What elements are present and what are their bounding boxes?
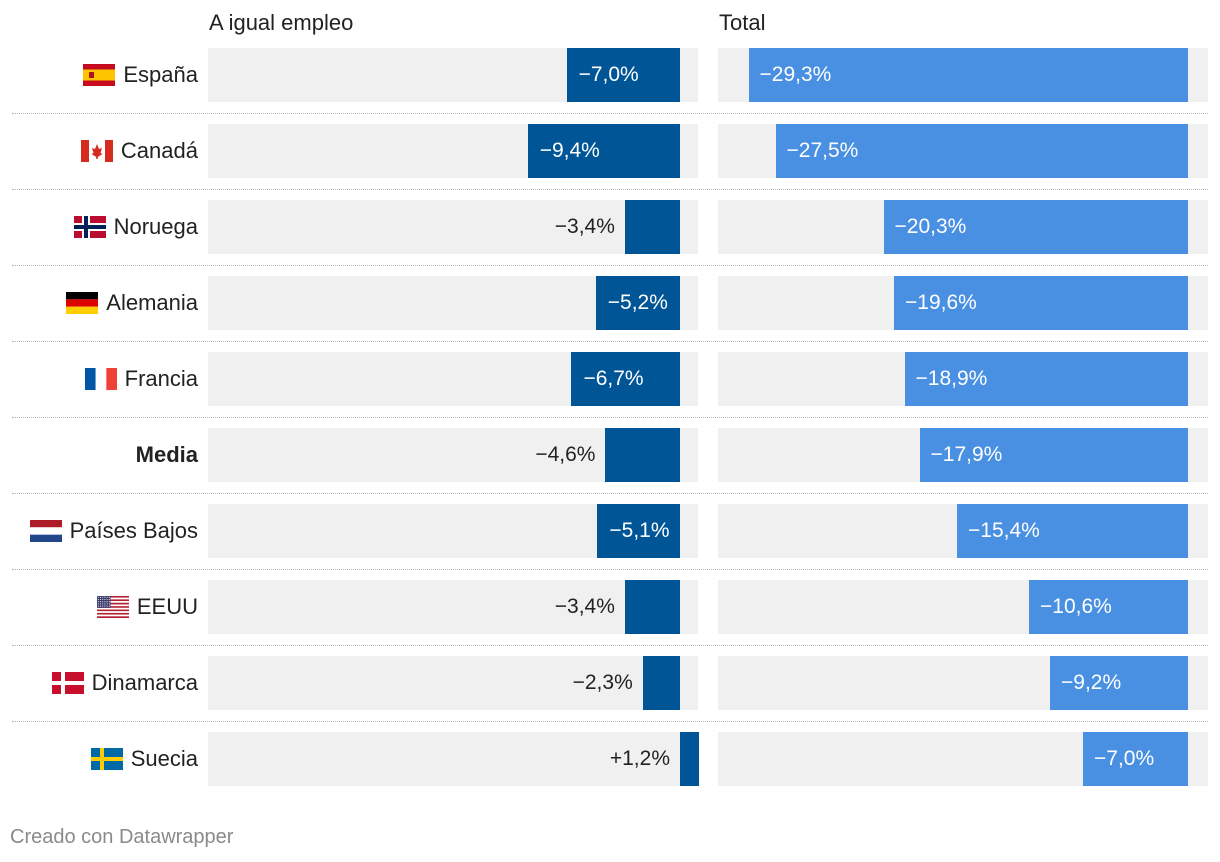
total-bar bbox=[775, 124, 1188, 178]
germany-flag-icon bbox=[66, 292, 99, 314]
chart-row: Países Bajos −5,1% −15,4% bbox=[0, 504, 1220, 580]
column-header-equal: A igual empleo bbox=[209, 10, 354, 35]
row-separator bbox=[12, 113, 1208, 114]
equal-bar bbox=[605, 428, 680, 482]
total-value-label: −27,5% bbox=[786, 139, 859, 162]
country-label: Suecia bbox=[90, 732, 198, 786]
total-value-label: −20,3% bbox=[894, 215, 967, 238]
total-bar bbox=[748, 48, 1188, 102]
country-label: Noruega bbox=[73, 200, 198, 254]
spain-flag-icon bbox=[83, 64, 116, 86]
row-separator bbox=[12, 189, 1208, 190]
total-bar bbox=[957, 504, 1188, 558]
country-label: Canadá bbox=[80, 124, 198, 178]
country-label: Francia bbox=[84, 352, 198, 406]
netherlands-flag-icon bbox=[29, 520, 62, 542]
france-flag-icon bbox=[84, 368, 117, 390]
total-value-label: −17,9% bbox=[930, 443, 1003, 466]
denmark-flag-icon bbox=[51, 672, 84, 694]
equal-bar bbox=[680, 732, 700, 786]
row-separator bbox=[12, 721, 1208, 722]
row-separator bbox=[12, 645, 1208, 646]
equal-track bbox=[208, 656, 698, 710]
total-bar bbox=[1083, 732, 1188, 786]
chart-row: Francia −6,7% −18,9% bbox=[0, 352, 1220, 428]
chart-row: EEUU −3,4% −10,6% bbox=[0, 580, 1220, 656]
total-bar bbox=[1029, 580, 1188, 634]
equal-value-label: +1,2% bbox=[609, 747, 670, 770]
total-value-label: −18,9% bbox=[915, 367, 988, 390]
equal-bar bbox=[527, 124, 680, 178]
row-separator bbox=[12, 265, 1208, 266]
country-label: EEUU bbox=[96, 580, 198, 634]
total-value-label: −10,6% bbox=[1040, 595, 1112, 618]
country-name: Suecia bbox=[130, 746, 198, 771]
row-separator bbox=[12, 341, 1208, 342]
norway-flag-icon bbox=[73, 216, 106, 238]
row-separator bbox=[12, 493, 1208, 494]
equal-bar bbox=[624, 200, 680, 254]
chart-row: Suecia +1,2% −7,0% bbox=[0, 732, 1220, 808]
country-label: Países Bajos bbox=[29, 504, 198, 558]
equal-value-label: −7,0% bbox=[578, 63, 639, 86]
column-header-total: Total bbox=[719, 10, 766, 35]
total-value-label: −29,3% bbox=[759, 63, 832, 86]
country-name: Noruega bbox=[113, 214, 198, 239]
row-separator bbox=[12, 569, 1208, 570]
equal-track bbox=[208, 580, 698, 634]
country-label: Alemania bbox=[66, 276, 198, 330]
total-bar bbox=[904, 352, 1188, 406]
row-separator bbox=[12, 417, 1208, 418]
equal-value-label: −3,4% bbox=[554, 595, 615, 618]
total-value-label: −9,2% bbox=[1061, 671, 1122, 694]
total-value-label: −19,6% bbox=[905, 291, 977, 314]
country-label: España bbox=[83, 48, 198, 102]
canada-flag-icon bbox=[80, 140, 113, 162]
country-label: Media bbox=[136, 428, 198, 482]
equal-track bbox=[208, 200, 698, 254]
country-name: EEUU bbox=[136, 594, 198, 619]
country-name: Dinamarca bbox=[91, 670, 198, 695]
country-name: Francia bbox=[124, 366, 198, 391]
equal-bar bbox=[571, 352, 680, 406]
country-name: España bbox=[123, 62, 198, 87]
equal-bar bbox=[624, 580, 680, 634]
usa-flag-icon bbox=[96, 596, 129, 618]
chart-row: Noruega −3,4% −20,3% bbox=[0, 200, 1220, 276]
equal-bar bbox=[642, 656, 680, 710]
equal-bar bbox=[595, 276, 680, 330]
equal-value-label: −5,1% bbox=[609, 519, 670, 542]
total-bar bbox=[883, 200, 1188, 254]
sweden-flag-icon bbox=[90, 748, 123, 770]
total-bar bbox=[1050, 656, 1188, 710]
equal-value-label: −6,7% bbox=[583, 367, 644, 390]
country-name: Media bbox=[135, 442, 198, 467]
credit-text: Creado con Datawrapper bbox=[10, 826, 234, 848]
equal-value-label: −9,4% bbox=[539, 139, 600, 162]
total-value-label: −7,0% bbox=[1094, 747, 1155, 770]
country-label: Dinamarca bbox=[51, 656, 198, 710]
chart-row: Media −4,6% −17,9% bbox=[0, 428, 1220, 504]
equal-track bbox=[208, 732, 698, 786]
chart-row: España −7,0% −29,3% bbox=[0, 48, 1220, 124]
chart-row: Alemania −5,2% −19,6% bbox=[0, 276, 1220, 352]
equal-value-label: −3,4% bbox=[554, 215, 615, 238]
equal-value-label: −2,3% bbox=[572, 671, 633, 694]
total-bar bbox=[894, 276, 1188, 330]
total-bar bbox=[919, 428, 1188, 482]
country-name: Países Bajos bbox=[69, 518, 198, 543]
chart-row: Canadá −9,4% −27,5% bbox=[0, 124, 1220, 200]
country-name: Alemania bbox=[106, 290, 198, 315]
equal-value-label: −5,2% bbox=[607, 291, 668, 314]
equal-bar bbox=[597, 504, 680, 558]
equal-value-label: −4,6% bbox=[535, 443, 596, 466]
equal-bar bbox=[566, 48, 680, 102]
chart-row: Dinamarca −2,3% −9,2% bbox=[0, 656, 1220, 732]
total-value-label: −15,4% bbox=[968, 519, 1040, 542]
country-name: Canadá bbox=[120, 138, 198, 163]
